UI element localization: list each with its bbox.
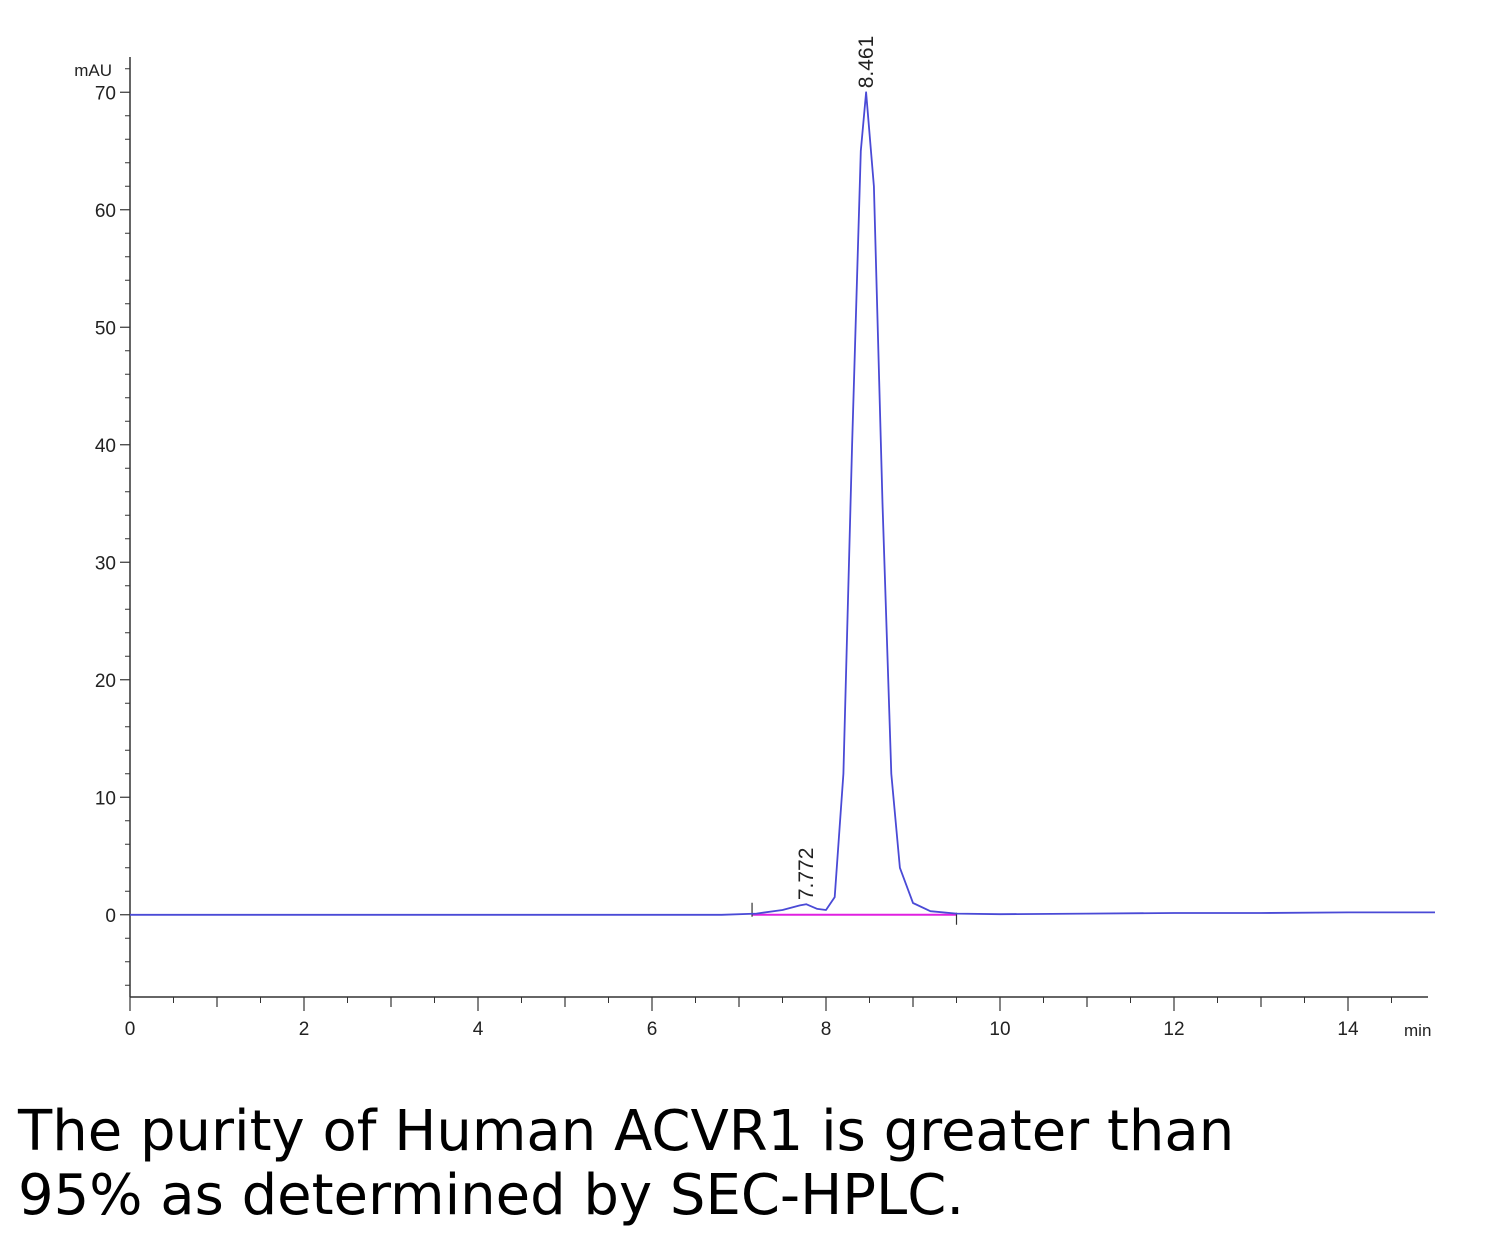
chromatogram-chart: 0 10 20 30 40 50 60 70 0 2 4 6 8 10 12 14 mAU min 7.77… [74, 36, 1435, 1040]
x-tick-label: 0 [125, 1019, 136, 1040]
x-axis-ticks: 0 2 4 6 8 10 12 14 [125, 997, 1392, 1040]
y-axis-unit-label: mAU [74, 61, 112, 80]
y-tick-label: 30 [95, 553, 116, 574]
caption-line-2: 95% as determined by SEC-HPLC. [18, 1163, 965, 1228]
peak-retention-label: 8.461 [855, 36, 878, 89]
y-tick-label: 40 [95, 436, 116, 457]
x-tick-label: 4 [473, 1019, 484, 1040]
y-tick-label: 20 [95, 671, 116, 692]
x-tick-label: 6 [647, 1019, 658, 1040]
y-tick-label: 0 [105, 906, 116, 927]
y-tick-label: 10 [95, 788, 116, 809]
chromatogram-trace [130, 91, 1435, 916]
y-axis-ticks: 0 10 20 30 40 50 60 70 [95, 68, 130, 986]
peak-labels: 7.772 8.461 [795, 36, 878, 900]
figure-caption: The purity of Human ACVR1 is greater tha… [18, 1100, 1478, 1228]
peak-retention-label: 7.772 [795, 848, 818, 901]
plot-area [130, 91, 1435, 925]
x-tick-label: 8 [821, 1019, 832, 1040]
x-axis-unit-label: min [1404, 1021, 1431, 1040]
caption-line-1: The purity of Human ACVR1 is greater tha… [18, 1099, 1235, 1164]
x-tick-label: 10 [989, 1019, 1010, 1040]
x-tick-label: 12 [1163, 1019, 1184, 1040]
y-tick-label: 70 [95, 83, 116, 104]
x-tick-label: 2 [299, 1019, 310, 1040]
y-tick-label: 50 [95, 318, 116, 339]
y-tick-label: 60 [95, 201, 116, 222]
x-tick-label: 14 [1337, 1019, 1359, 1040]
